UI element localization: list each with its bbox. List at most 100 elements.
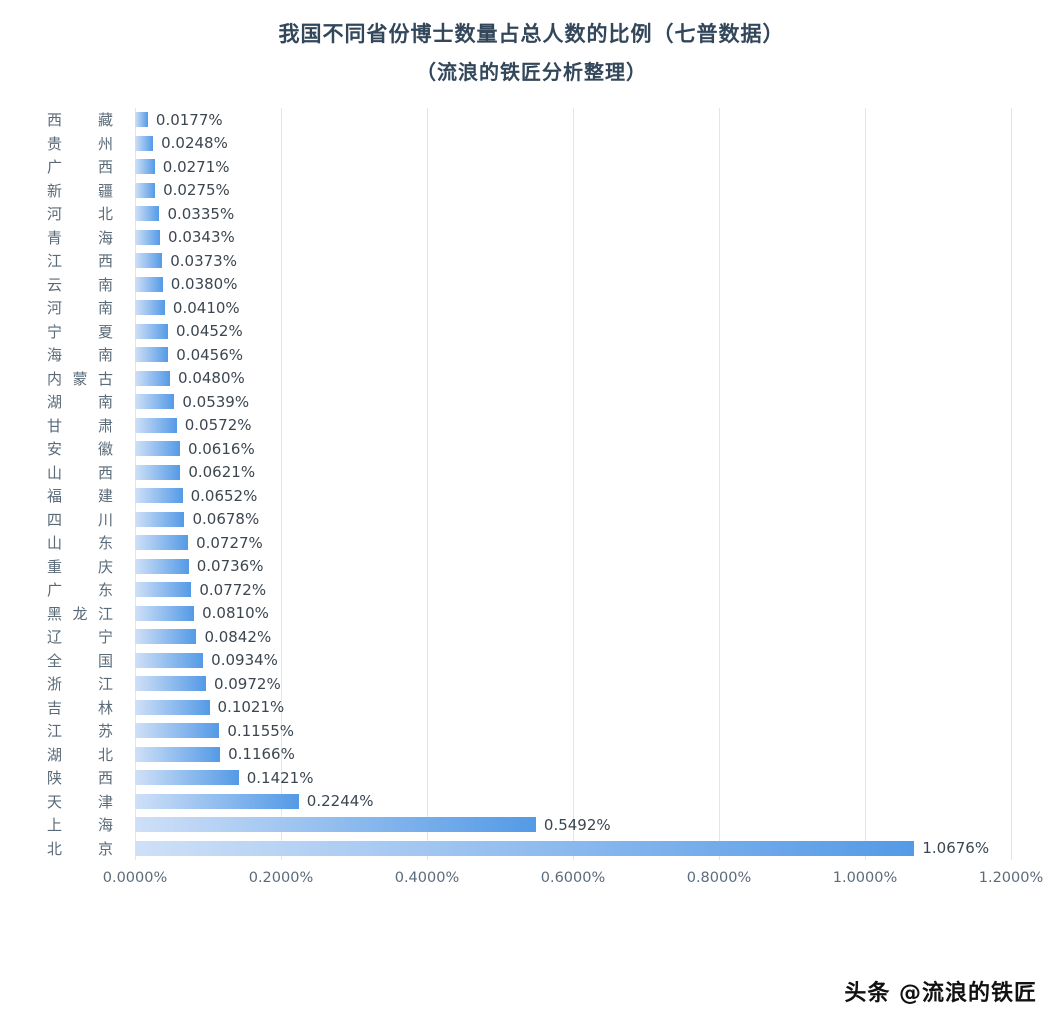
value-label: 0.0736% [196, 557, 264, 576]
bar-track: 0.0343% [135, 226, 1011, 250]
bar-row: 海南 0.0456% [35, 343, 1011, 367]
value-label: 0.1155% [227, 721, 295, 740]
bar-row: 全国 0.0934% [35, 649, 1011, 673]
category-char: 贵 [47, 134, 63, 153]
bar-track: 0.0335% [135, 202, 1011, 226]
category-char: 国 [97, 651, 113, 670]
bar [135, 558, 189, 574]
category-char: 湖 [47, 393, 63, 412]
bar-row: 宁夏 0.0452% [35, 320, 1011, 344]
bar-row: 甘肃 0.0572% [35, 414, 1011, 438]
category-char: 云 [47, 275, 63, 294]
bar-row: 广西 0.0271% [35, 155, 1011, 179]
category-char: 藏 [97, 111, 113, 130]
category-char: 夏 [97, 322, 113, 341]
category-char: 川 [97, 510, 113, 529]
gridline [426, 108, 428, 860]
bar-row: 安徽 0.0616% [35, 437, 1011, 461]
bar [135, 770, 239, 786]
category-label: 河南 [35, 297, 135, 318]
value-label: 0.0621% [188, 463, 256, 482]
category-char: 南 [97, 299, 113, 318]
bar [135, 793, 299, 809]
category-label: 福建 [35, 485, 135, 506]
category-char: 安 [47, 440, 63, 459]
bar-row: 内蒙古 0.0480% [35, 367, 1011, 391]
bar-row: 西藏 0.0177% [35, 108, 1011, 132]
category-char: 京 [97, 839, 113, 858]
bar-row: 黑龙江 0.0810% [35, 602, 1011, 626]
x-tick-label: 1.2000% [978, 870, 1044, 886]
category-label: 西藏 [35, 109, 135, 130]
category-char: 苏 [97, 722, 113, 741]
bar-track: 0.0972% [135, 672, 1011, 696]
category-label: 内蒙古 [35, 368, 135, 389]
category-char: 上 [47, 816, 63, 835]
category-label: 重庆 [35, 556, 135, 577]
category-char: 辽 [47, 628, 63, 647]
bar-track: 0.1021% [135, 696, 1011, 720]
category-char: 山 [47, 534, 63, 553]
value-label: 1.0676% [922, 839, 990, 858]
category-char: 北 [97, 745, 113, 764]
category-char: 新 [47, 181, 63, 200]
category-label: 辽宁 [35, 626, 135, 647]
bar-track: 0.2244% [135, 790, 1011, 814]
category-char: 津 [97, 792, 113, 811]
value-label: 0.0275% [163, 181, 230, 200]
value-label: 0.0380% [170, 275, 238, 294]
category-label: 云南 [35, 274, 135, 295]
x-tick-label: 0.4000% [394, 870, 460, 886]
bar-track: 0.0271% [135, 155, 1011, 179]
value-label: 0.0177% [155, 110, 223, 129]
category-char: 内 [47, 369, 63, 388]
bar-track: 0.0410% [135, 296, 1011, 320]
x-tick-label: 0.0000% [102, 870, 168, 886]
bar-row: 重庆 0.0736% [35, 555, 1011, 579]
category-char: 宁 [97, 628, 113, 647]
value-label: 0.1021% [217, 698, 285, 717]
bar [135, 676, 206, 692]
category-char: 陕 [47, 769, 63, 788]
bar-track: 0.0652% [135, 484, 1011, 508]
value-label: 0.1166% [228, 745, 295, 764]
bar-row: 青海 0.0343% [35, 226, 1011, 250]
bar-row: 山 西 0.0621% [35, 461, 1011, 485]
value-label: 0.0373% [170, 251, 237, 270]
bar [135, 182, 156, 198]
bar-track: 0.0842% [135, 625, 1011, 649]
bar-track: 0.0177% [135, 108, 1011, 132]
bar [135, 370, 171, 386]
category-char: 龙 [72, 604, 88, 623]
category-label: 新疆 [35, 180, 135, 201]
value-label: 0.0727% [196, 533, 263, 552]
category-label: 四川 [35, 509, 135, 530]
category-char: 山 [47, 463, 63, 482]
plot-area: 西藏 0.0177% 贵州 0.0248% 广西 0.0271% 新疆 0.0275% 河北 0.… [35, 108, 1012, 860]
bar [135, 723, 220, 739]
category-char: 四 [47, 510, 63, 529]
category-char: 湖 [47, 745, 63, 764]
category-char: 南 [97, 275, 113, 294]
bar-row: 吉林 0.1021% [35, 696, 1011, 720]
value-label: 0.0652% [190, 486, 258, 505]
bar-row: 四川 0.0678% [35, 508, 1011, 532]
category-char: 东 [97, 581, 113, 600]
value-label: 0.0456% [176, 345, 244, 364]
bar-track: 0.0275% [135, 179, 1011, 203]
bar-track: 0.0380% [135, 273, 1011, 297]
category-char: 福 [47, 487, 63, 506]
category-char: 海 [97, 228, 113, 247]
category-char: 广 [47, 158, 63, 177]
category-char: 浙 [47, 675, 63, 694]
category-char: 庆 [97, 557, 113, 576]
bar-track: 0.0373% [135, 249, 1011, 273]
category-char: 江 [97, 604, 113, 623]
bar [135, 112, 148, 128]
value-label: 0.0248% [161, 134, 228, 153]
bar-row: 天津 0.2244% [35, 790, 1011, 814]
value-label: 0.5492% [543, 815, 611, 834]
gridline [573, 108, 574, 860]
bar-row: 云南 0.0380% [35, 273, 1011, 297]
category-char: 西 [97, 463, 113, 482]
